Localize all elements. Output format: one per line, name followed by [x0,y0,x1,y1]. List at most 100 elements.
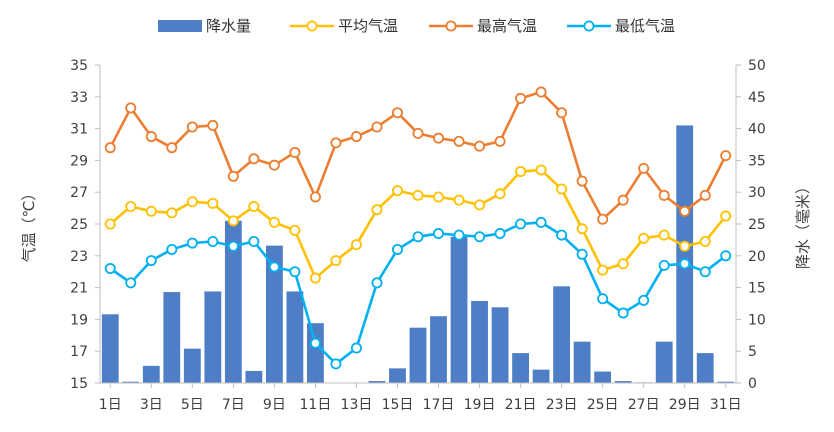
series-point [104,142,116,154]
series-point [433,191,445,203]
y-right-tick-label: 10 [748,312,766,328]
series-point [145,205,157,217]
legend-swatch-marker [583,20,595,32]
x-tick-label: 17日 [423,397,455,413]
precipitation-bar [717,381,735,383]
series-point [720,250,732,262]
y-right-tick-label: 30 [748,185,766,201]
precipitation-bar [450,236,468,383]
series-point [104,263,116,275]
precipitation-bar [286,291,304,383]
precipitation-bar [573,341,591,383]
y-right-tick-label: 35 [748,153,766,169]
legend-label: 降水量 [206,17,251,35]
precipitation-bar [163,292,181,383]
precipitation-bar [224,220,242,383]
series-point [474,231,486,243]
y-right-tick-label: 40 [748,122,766,138]
precipitation-bar [204,291,222,383]
precipitation-bar [676,125,694,384]
series-point [617,307,629,319]
series-point [371,121,383,133]
precipitation-bar [512,353,529,383]
series-point [679,240,691,252]
series-point [268,216,280,228]
x-tick-label: 9日 [263,397,286,413]
series-point [515,166,527,178]
x-tick-label: 21日 [505,397,537,413]
x-tick-label: 11日 [300,397,332,413]
series-point [227,215,239,227]
legend-label: 平均气温 [338,17,398,35]
series-point [494,228,506,240]
series-point [207,197,219,209]
x-tick-label: 19日 [464,397,496,413]
series-point [453,229,465,241]
series-point [350,131,362,143]
y-right-tick-label: 15 [748,281,766,297]
series-point [350,342,362,354]
series-point [720,210,732,222]
series-point [350,239,362,251]
precipitation-bar [594,371,612,383]
precipitation-bar [368,381,386,383]
y-right-tick-label: 0 [748,376,757,392]
x-tick-label: 27日 [628,397,660,413]
series-point [186,237,198,249]
x-tick-label: 31日 [710,397,742,413]
y-right-tick-label: 50 [748,58,766,74]
y-left-tick-label: 33 [70,90,88,106]
precipitation-bar [142,365,160,383]
series-point [494,188,506,200]
y-left-tick-label: 25 [70,217,88,233]
series-point [494,135,506,147]
precipitation-bar [409,327,427,383]
series-point [474,140,486,152]
precipitation-bar [655,341,673,383]
precipitation-bar [471,300,488,383]
series-point [145,255,157,267]
series-point [658,259,670,271]
precipitation-bar [101,314,119,383]
series-point [556,107,568,119]
series-point [535,216,547,228]
legend-swatch-marker [306,20,318,32]
series-point [227,240,239,252]
y-right-tick-label: 5 [748,344,757,360]
series-point [658,189,670,201]
precipitation-bar [430,316,447,383]
series-point [166,207,178,219]
precipitation-bar [265,245,283,383]
series-point [248,201,260,213]
y-axis-left-title: 气温（℃） [20,186,38,263]
series-point [248,235,260,247]
series-point [597,213,609,225]
series-point [453,194,465,206]
series-point [104,218,116,230]
series-point [166,243,178,255]
y-left-tick-label: 31 [70,122,88,138]
series-point [309,272,321,284]
legend-item: 最高气温 [429,17,537,35]
precipitation-bar [389,368,406,383]
legend-swatch-marker [445,20,457,32]
series-point [412,189,424,201]
legend-swatch-bar [158,20,202,32]
precipitation-bar [245,370,263,383]
x-tick-label: 13日 [341,397,373,413]
series-point [515,92,527,104]
series-point [638,294,650,306]
legend-label: 最高气温 [477,17,537,35]
line-series-1 [104,86,732,225]
series-point [699,266,711,278]
series-point [515,218,527,230]
x-tick-label: 3日 [140,397,163,413]
series-point [268,159,280,171]
legend-label: 最低气温 [615,17,675,35]
legend-item: 最低气温 [567,17,675,35]
series-point [268,261,280,273]
y-right-tick-label: 25 [748,217,766,233]
x-tick-label: 1日 [99,397,122,413]
line-series-group [104,86,732,370]
